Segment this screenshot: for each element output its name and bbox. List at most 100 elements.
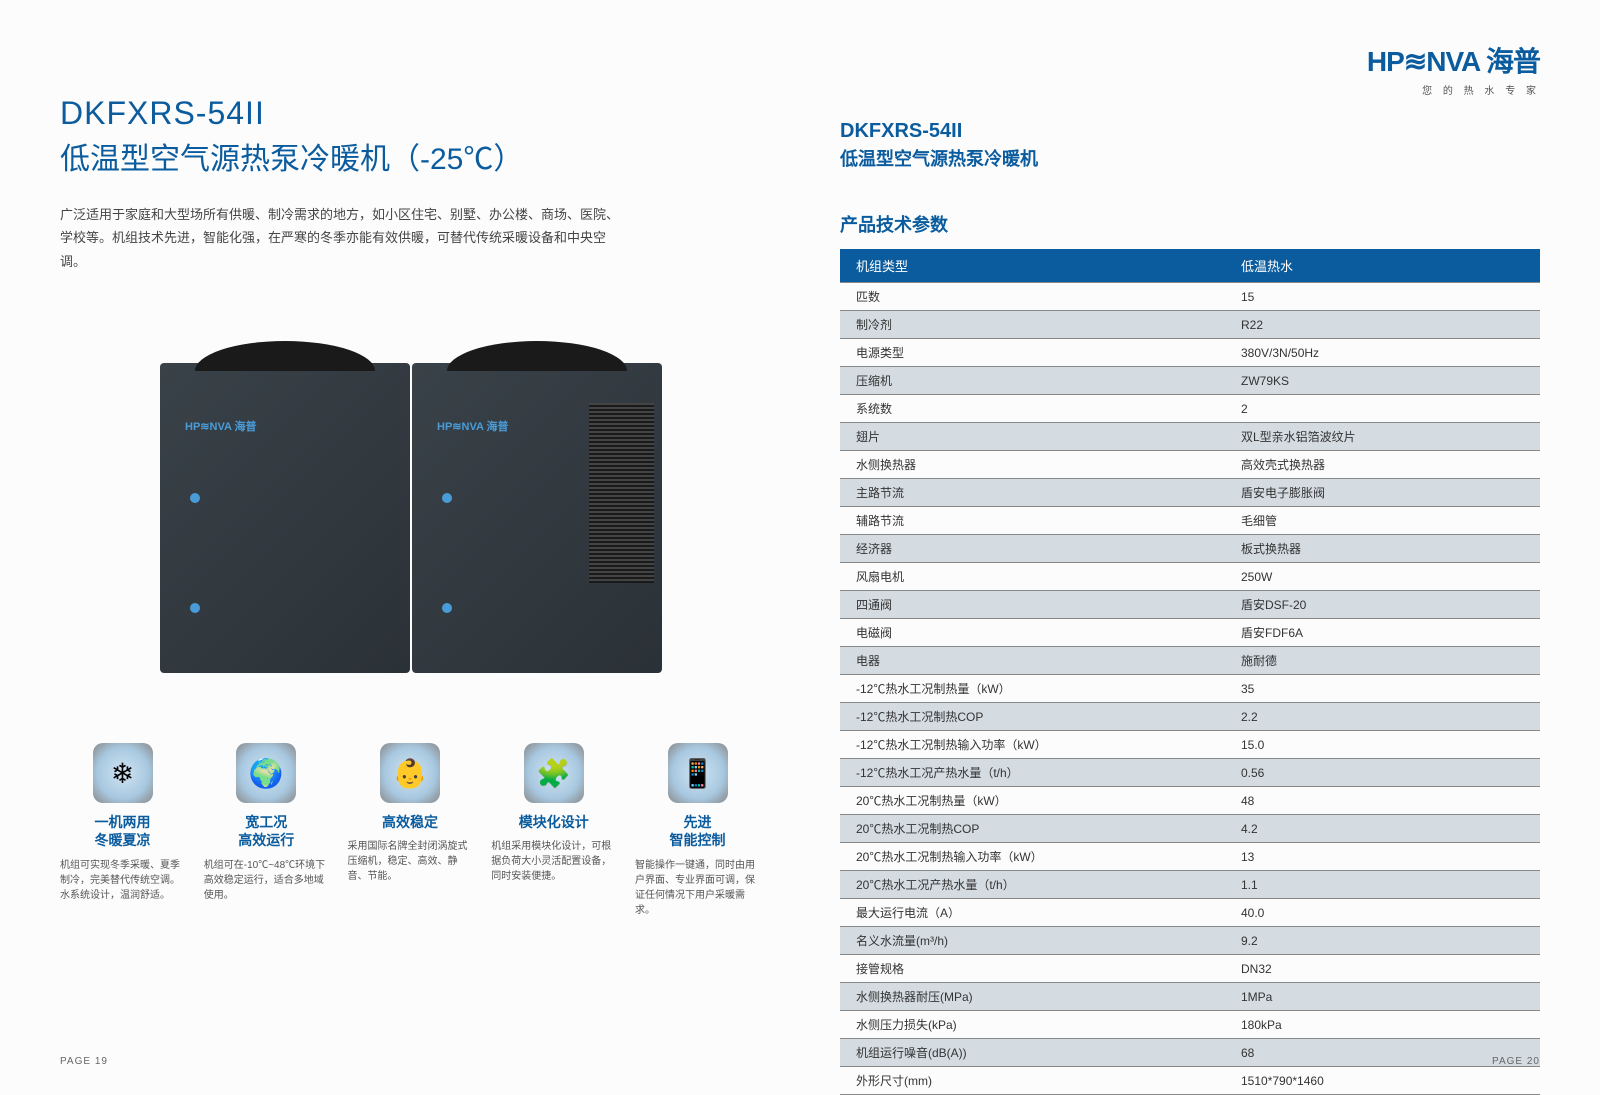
feature-icon: 👶 (380, 743, 440, 803)
spec-label: 20℃热水工况产热水量（t/h） (840, 871, 1225, 899)
fan-top-icon (447, 341, 627, 371)
spec-value: 15.0 (1225, 731, 1540, 759)
spec-value: 施耐德 (1225, 647, 1540, 675)
feature-title: 先进智能控制 (635, 813, 760, 849)
feature-icon: 📱 (668, 743, 728, 803)
spec-label: 制冷剂 (840, 311, 1225, 339)
spec-label: 外形尺寸(mm) (840, 1067, 1225, 1095)
table-row: -12℃热水工况制热COP2.2 (840, 703, 1540, 731)
feature-icon: 🌍 (236, 743, 296, 803)
spec-heading: 产品技术参数 (840, 211, 1540, 237)
table-row: 外形尺寸(mm)1510*790*1460 (840, 1067, 1540, 1095)
table-row: 系统数2 (840, 395, 1540, 423)
page-number: PAGE 20 (1492, 1056, 1540, 1067)
spec-value: 48 (1225, 787, 1540, 815)
table-row: 经济器板式换热器 (840, 535, 1540, 563)
spec-value: 高效壳式换热器 (1225, 451, 1540, 479)
title-block: DKFXRS-54II 低温型空气源热泵冷暖机（-25℃） (60, 95, 760, 178)
left-page: DKFXRS-54II 低温型空气源热泵冷暖机（-25℃） 广泛适用于家庭和大型… (0, 0, 800, 1092)
spec-value: 1510*790*1460 (1225, 1067, 1540, 1095)
right-name: 低温型空气源热泵冷暖机 (840, 145, 1540, 171)
feature-item: 🧩模块化设计机组采用模块化设计，可根据负荷大小灵活配置设备，同时安装便捷。 (491, 743, 616, 917)
unit-brand: HP≋NVA 海普 (437, 418, 509, 434)
grille-icon (589, 403, 654, 583)
logo-text: HP≋NVA 海普 (1367, 46, 1540, 77)
right-model: DKFXRS-54II (840, 120, 1540, 143)
spec-value: ZW79KS (1225, 367, 1540, 395)
intro-text: 广泛适用于家庭和大型场所有供暖、制冷需求的地方，如小区住宅、别墅、办公楼、商场、… (60, 203, 620, 273)
spec-label: 压缩机 (840, 367, 1225, 395)
feature-icon: ❄ (93, 743, 153, 803)
unit-right: HP≋NVA 海普 (412, 363, 662, 673)
table-row: 20℃热水工况制热量（kW）48 (840, 787, 1540, 815)
features-row: ❄一机两用冬暖夏凉机组可实现冬季采暖、夏季制冷，完美替代传统空调。水系统设计，温… (60, 743, 760, 917)
feature-desc: 机组采用模块化设计，可根据负荷大小灵活配置设备，同时安装便捷。 (491, 839, 616, 884)
spec-value: 40.0 (1225, 899, 1540, 927)
feature-title: 宽工况高效运行 (204, 813, 329, 849)
spec-value: 0.56 (1225, 759, 1540, 787)
spec-label: 最大运行电流（A） (840, 899, 1225, 927)
spec-value: 180kPa (1225, 1011, 1540, 1039)
table-row: 名义水流量(m³/h)9.2 (840, 927, 1540, 955)
table-row: 匹数15 (840, 283, 1540, 311)
table-row: 四通阀盾安DSF-20 (840, 591, 1540, 619)
table-row: 水侧压力损失(kPa)180kPa (840, 1011, 1540, 1039)
spec-value: R22 (1225, 311, 1540, 339)
spec-label: -12℃热水工况产热水量（t/h） (840, 759, 1225, 787)
spec-value: 250W (1225, 563, 1540, 591)
spec-value: 4.2 (1225, 815, 1540, 843)
spec-value: 盾安FDF6A (1225, 619, 1540, 647)
spec-value: 双L型亲水铝箔波纹片 (1225, 423, 1540, 451)
spec-label: 20℃热水工况制热输入功率（kW） (840, 843, 1225, 871)
spec-label: -12℃热水工况制热COP (840, 703, 1225, 731)
table-row: 风扇电机250W (840, 563, 1540, 591)
feature-desc: 智能操作一键通，同时由用户界面、专业界面可调，保证任何情况下用户采暖需求。 (635, 858, 760, 918)
feature-desc: 机组可实现冬季采暖、夏季制冷，完美替代传统空调。水系统设计，温润舒适。 (60, 858, 185, 903)
spec-label: 电磁阀 (840, 619, 1225, 647)
spec-value: DN32 (1225, 955, 1540, 983)
spec-label: 风扇电机 (840, 563, 1225, 591)
spec-label: 电源类型 (840, 339, 1225, 367)
spec-value: 13 (1225, 843, 1540, 871)
table-row: -12℃热水工况制热输入功率（kW）15.0 (840, 731, 1540, 759)
panel-dot-icon (190, 603, 200, 613)
spec-label: 匹数 (840, 283, 1225, 311)
table-row: 电磁阀盾安FDF6A (840, 619, 1540, 647)
table-row: 20℃热水工况制热COP4.2 (840, 815, 1540, 843)
table-row: 20℃热水工况产热水量（t/h）1.1 (840, 871, 1540, 899)
table-row: 电器施耐德 (840, 647, 1540, 675)
spec-label: 20℃热水工况制热量（kW） (840, 787, 1225, 815)
spec-table-body: 匹数15制冷剂R22电源类型380V/3N/50Hz压缩机ZW79KS系统数2翅… (840, 283, 1540, 1095)
spec-value: 2 (1225, 395, 1540, 423)
feature-desc: 采用国际名牌全封闭涡旋式压缩机，稳定、高效、静音、节能。 (348, 839, 473, 884)
spec-value: 板式换热器 (1225, 535, 1540, 563)
spec-value: 1.1 (1225, 871, 1540, 899)
spec-label: 主路节流 (840, 479, 1225, 507)
spec-label: 水侧换热器 (840, 451, 1225, 479)
table-row: 翅片双L型亲水铝箔波纹片 (840, 423, 1540, 451)
table-row: 接管规格DN32 (840, 955, 1540, 983)
logo: HP≋NVA 海普 您 的 热 水 专 家 (1367, 40, 1540, 97)
right-page: HP≋NVA 海普 您 的 热 水 专 家 DKFXRS-54II 低温型空气源… (800, 0, 1600, 1092)
table-row: 水侧换热器高效壳式换热器 (840, 451, 1540, 479)
spec-value: 380V/3N/50Hz (1225, 339, 1540, 367)
spec-label: 四通阀 (840, 591, 1225, 619)
right-title-block: DKFXRS-54II 低温型空气源热泵冷暖机 (840, 120, 1540, 171)
spec-label: 20℃热水工况制热COP (840, 815, 1225, 843)
table-row: 电源类型380V/3N/50Hz (840, 339, 1540, 367)
feature-title: 模块化设计 (491, 813, 616, 831)
model-code: DKFXRS-54II (60, 95, 760, 132)
page-number: PAGE 19 (60, 1056, 108, 1067)
spec-value: 盾安DSF-20 (1225, 591, 1540, 619)
spec-label: 水侧换热器耐压(MPa) (840, 983, 1225, 1011)
panel-dot-icon (442, 493, 452, 503)
table-row: 主路节流盾安电子膨胀阀 (840, 479, 1540, 507)
table-row: 机组运行噪音(dB(A))68 (840, 1039, 1540, 1067)
feature-item: 📱 先进智能控制智能操作一键通，同时由用户界面、专业界面可调，保证任何情况下用户采… (635, 743, 760, 917)
spec-label: 辅路节流 (840, 507, 1225, 535)
table-row: 最大运行电流（A）40.0 (840, 899, 1540, 927)
feature-item: 🌍宽工况高效运行机组可在-10℃~48℃环境下高效稳定运行，适合多地域使用。 (204, 743, 329, 917)
panel-dot-icon (190, 493, 200, 503)
spec-value: 2.2 (1225, 703, 1540, 731)
spec-value: 盾安电子膨胀阀 (1225, 479, 1540, 507)
